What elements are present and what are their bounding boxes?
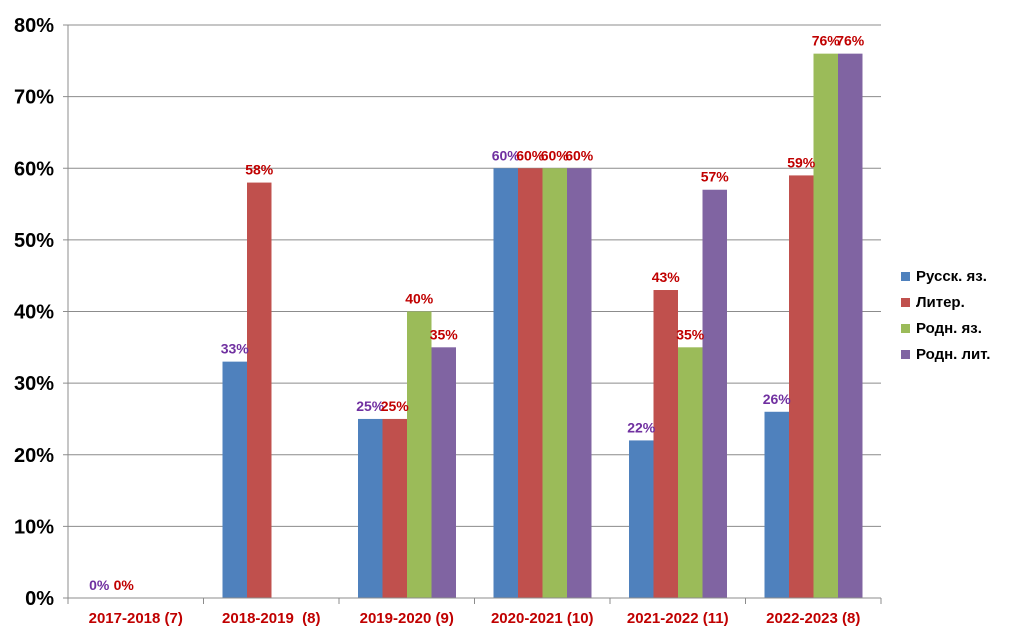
- y-tick-label: 0%: [25, 588, 54, 610]
- legend-label: Родн. лит.: [916, 345, 991, 363]
- data-label: 60%: [565, 147, 594, 163]
- data-label: 22%: [627, 419, 656, 435]
- x-tick-label: 2017-2018 (7): [89, 610, 183, 627]
- legend-label: Родн. яз.: [916, 319, 982, 337]
- data-label: 0%: [114, 577, 135, 593]
- x-axis-tick-labels: 2017-2018 (7) 2018-2019 (8) 2019-2020 (9) 2…: [89, 610, 861, 627]
- data-label: 35%: [430, 326, 459, 342]
- data-label: 76%: [812, 33, 841, 49]
- bar: [382, 418, 407, 598]
- bar: [764, 411, 789, 598]
- bar: [518, 168, 543, 598]
- bar: [247, 182, 272, 598]
- y-tick-label: 60%: [14, 158, 54, 180]
- bar: [358, 418, 383, 598]
- y-tick-label: 70%: [14, 87, 54, 109]
- legend-item-native-literature: Родн. лит.: [901, 341, 990, 367]
- data-labels: 0% 33% 25% 60% 22% 26% 0% 58% 25% 60% 43% 59% 40% 60%…: [89, 33, 865, 593]
- legend-swatch: [901, 297, 910, 307]
- bar: [702, 189, 727, 599]
- data-label: 25%: [381, 398, 410, 414]
- bar: [789, 175, 814, 598]
- x-tick-label: 2018-2019 (8): [222, 610, 320, 627]
- bar: [493, 168, 518, 598]
- data-label: 60%: [516, 147, 545, 163]
- bar: [542, 168, 567, 598]
- axes: [67, 25, 882, 604]
- x-tick-label: 2021-2022 (11): [627, 610, 729, 627]
- data-label: 60%: [541, 147, 570, 163]
- y-tick-label: 30%: [14, 373, 54, 395]
- y-tick-label: 10%: [14, 516, 54, 538]
- bar: [678, 347, 703, 598]
- y-tick-label: 40%: [14, 302, 54, 324]
- bar: [222, 361, 247, 598]
- bar: [838, 53, 863, 598]
- legend: Русск. яз. Литер. Родн. яз. Родн. лит.: [901, 263, 990, 367]
- data-label: 76%: [836, 33, 865, 49]
- legend-label: Русск. яз.: [916, 267, 987, 285]
- legend-item-russian: Русск. яз.: [901, 263, 990, 289]
- data-label: 25%: [356, 398, 385, 414]
- data-label: 0%: [89, 577, 110, 593]
- bar: [813, 53, 838, 598]
- bar: [629, 440, 654, 598]
- bar: [407, 311, 432, 598]
- x-tick-label: 2019-2020 (9): [360, 610, 454, 627]
- data-label: 57%: [701, 169, 730, 185]
- data-label: 33%: [221, 341, 250, 357]
- data-label: 43%: [652, 269, 681, 285]
- legend-swatch: [901, 349, 910, 359]
- legend-swatch: [901, 271, 910, 281]
- data-label: 26%: [763, 391, 792, 407]
- y-tick-label: 50%: [14, 230, 54, 252]
- legend-item-native-language: Родн. яз.: [901, 315, 990, 341]
- legend-label: Литер.: [916, 293, 965, 311]
- x-tick-label: 2022-2023 (8): [766, 610, 860, 627]
- data-label: 58%: [245, 162, 274, 178]
- data-label: 60%: [492, 147, 521, 163]
- data-label: 40%: [405, 291, 434, 307]
- bars: [222, 53, 863, 599]
- bar: [653, 290, 678, 598]
- y-tick-label: 20%: [14, 445, 54, 467]
- legend-item-literature: Литер.: [901, 289, 990, 315]
- gridlines: [63, 24, 881, 599]
- y-tick-label: 80%: [14, 15, 54, 37]
- legend-swatch: [901, 323, 910, 333]
- bar: [567, 168, 592, 598]
- bar: [431, 347, 456, 598]
- y-axis-tick-labels: 0% 10% 20% 30% 40% 50% 60% 70% 80%: [14, 15, 54, 610]
- data-label: 59%: [787, 154, 816, 170]
- x-tick-label: 2020-2021 (10): [491, 610, 594, 627]
- data-label: 35%: [676, 326, 705, 342]
